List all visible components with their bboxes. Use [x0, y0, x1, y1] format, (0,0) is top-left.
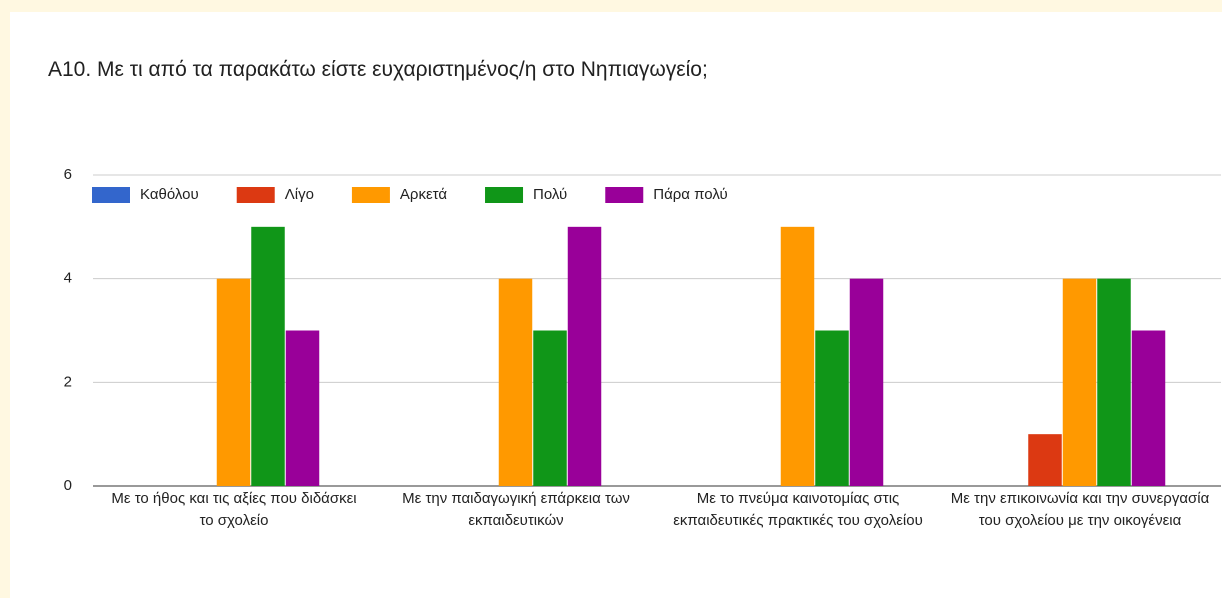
bar [285, 330, 320, 486]
x-tick-label: Με το πνεύμα καινοτομίας στις εκπαιδευτι… [673, 490, 923, 529]
y-tick-label: 2 [64, 373, 72, 390]
legend-swatch [485, 187, 524, 203]
bar [533, 330, 567, 486]
chart-title: Α10. Με τι από τα παρακάτω είστε ευχαρισ… [48, 58, 708, 81]
legend-label: Αρκετά [400, 186, 447, 203]
y-tick-label: 6 [64, 166, 72, 183]
y-tick-label: 0 [64, 477, 72, 494]
bar [780, 226, 815, 487]
bar [849, 278, 884, 486]
legend-label: Πολύ [533, 186, 567, 203]
bar [1062, 278, 1097, 486]
legend-swatch [92, 187, 130, 203]
bar [1097, 278, 1131, 486]
legend-label: Λίγο [285, 186, 314, 203]
card: Α10. Με τι από τα παρακάτω είστε ευχαρισ… [10, 12, 1222, 598]
legend-swatch [351, 187, 390, 203]
bar [251, 226, 285, 487]
legend-swatch [236, 187, 275, 203]
bar [498, 278, 533, 486]
x-tick-label: Με το ήθος και τις αξίες που διδάσκει το… [111, 490, 357, 529]
bar [1028, 434, 1062, 486]
bar [216, 278, 251, 486]
legend-label: Πάρα πολύ [653, 186, 727, 203]
y-tick-label: 4 [64, 270, 72, 287]
legend-label: Καθόλου [140, 186, 199, 203]
legend-swatch [605, 187, 644, 203]
x-tick-label: Με την επικοινωνία και την συνεργασία το… [950, 490, 1210, 529]
bar [1131, 330, 1166, 486]
bar [567, 226, 602, 487]
x-tick-label: Με την παιδαγωγική επάρκεια των εκπαιδευ… [402, 490, 630, 529]
bar [815, 330, 849, 486]
